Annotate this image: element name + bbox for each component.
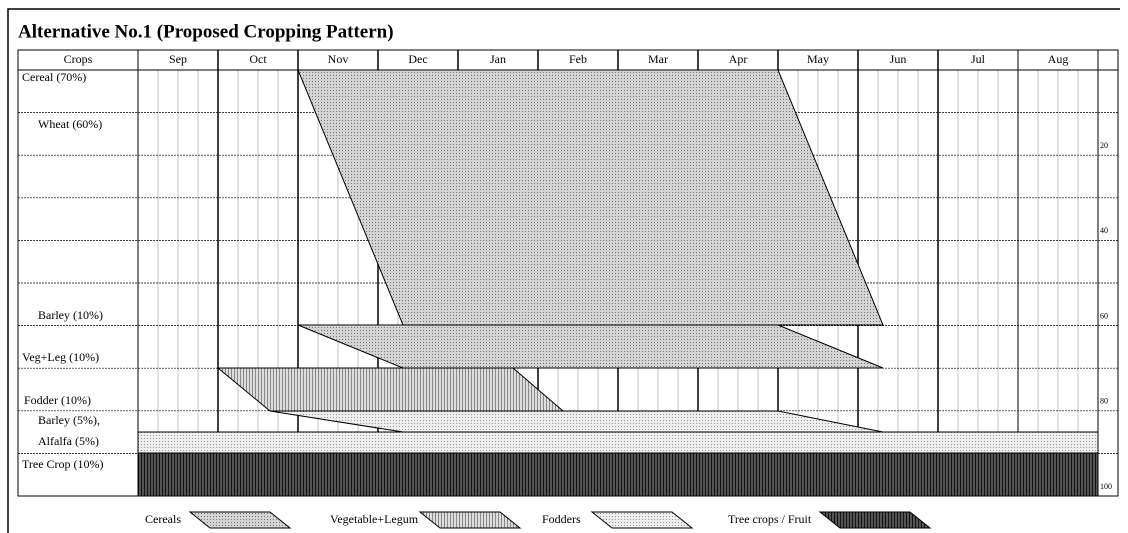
month-label: Jan bbox=[490, 52, 506, 66]
title: Alternative No.1 (Proposed Cropping Patt… bbox=[18, 21, 394, 42]
month-label: Jun bbox=[890, 52, 907, 66]
fodder-period bbox=[269, 410, 884, 433]
wheat-period bbox=[297, 69, 884, 326]
month-label: Mar bbox=[648, 52, 668, 66]
legend-swatch bbox=[590, 511, 694, 529]
alfalfa-period bbox=[137, 431, 1099, 454]
legend-swatch bbox=[818, 511, 932, 529]
row-label: Barley (5%), bbox=[38, 413, 100, 427]
month-label: Feb bbox=[569, 52, 587, 66]
barley-period bbox=[297, 324, 884, 369]
scale-label: 80 bbox=[1100, 397, 1108, 406]
row-label: Barley (10%) bbox=[38, 308, 103, 322]
row-label: Wheat (60%) bbox=[38, 117, 102, 131]
legend-label: Fodders bbox=[542, 512, 581, 526]
legend-label: Tree crops / Fruit bbox=[728, 512, 812, 526]
row-label: Cereal (70%) bbox=[22, 70, 86, 84]
month-label: Sep bbox=[169, 52, 187, 66]
row-label: Fodder (10%) bbox=[24, 393, 91, 407]
scale-label: 20 bbox=[1100, 141, 1108, 150]
month-label: Nov bbox=[328, 52, 349, 66]
month-label: Apr bbox=[729, 52, 748, 66]
scale-label: 40 bbox=[1100, 226, 1108, 235]
scale-label: 100 bbox=[1100, 482, 1112, 491]
header: Crops bbox=[64, 52, 93, 66]
vegleg-period bbox=[216, 367, 565, 412]
month-label: Jul bbox=[971, 52, 986, 66]
month-label: Oct bbox=[249, 52, 267, 66]
bars bbox=[137, 69, 1099, 497]
tree-crop-period bbox=[137, 452, 1099, 497]
row-label: Alfalfa (5%) bbox=[38, 434, 99, 448]
row-label: Veg+Leg (10%) bbox=[22, 350, 99, 364]
frame bbox=[7, 8, 1120, 533]
legend-swatch bbox=[418, 511, 522, 529]
month-label: May bbox=[807, 52, 829, 66]
legend-swatch bbox=[188, 511, 292, 529]
legend-label: Vegetable+Legum bbox=[330, 512, 419, 526]
month-label: Aug bbox=[1048, 52, 1069, 66]
legend-label: Cereals bbox=[145, 512, 181, 526]
month-label: Dec bbox=[408, 52, 427, 66]
legend bbox=[188, 511, 932, 529]
scale-label: 60 bbox=[1100, 311, 1108, 320]
row-label: Tree Crop (10%) bbox=[22, 457, 104, 471]
